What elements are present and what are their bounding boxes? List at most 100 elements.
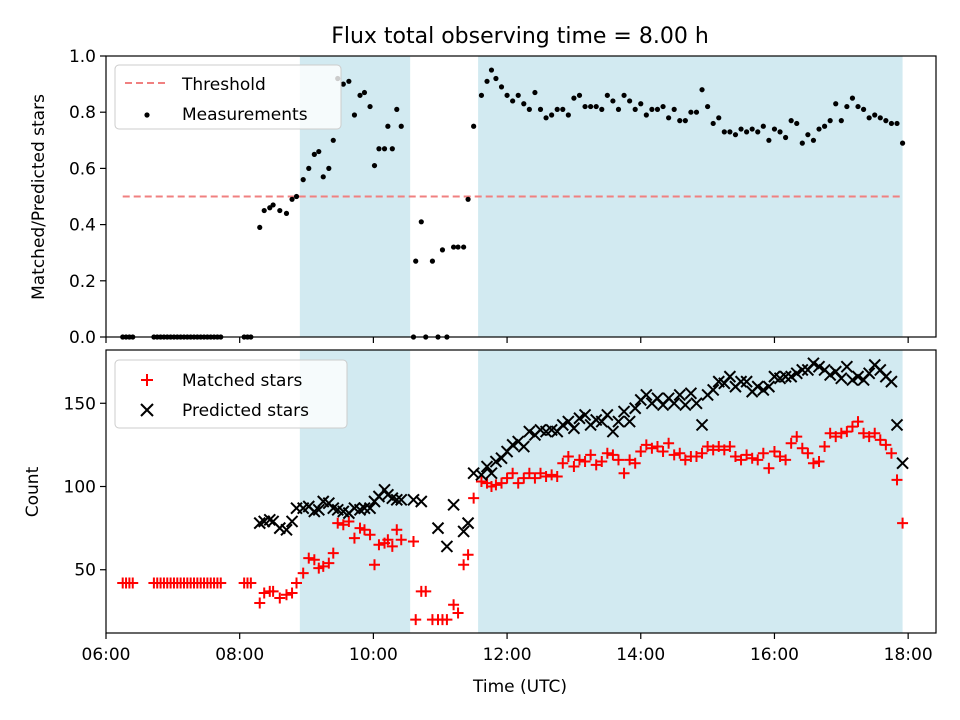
matched-star-point: [618, 467, 630, 479]
predicted-star-point: [617, 405, 631, 418]
matched-star-point: [245, 577, 257, 589]
matched-star-point: [468, 492, 480, 504]
measurement-point: [716, 115, 722, 121]
matched-star-point: [824, 427, 836, 439]
matched-star-point: [835, 427, 847, 439]
predicted-star-point: [358, 501, 371, 515]
matched-star-point: [846, 421, 858, 433]
matched-star-point: [501, 472, 513, 484]
matched-star-point: [774, 451, 786, 463]
measurement-point: [571, 95, 577, 101]
measurement-point: [671, 106, 677, 112]
matched-star-point: [640, 439, 652, 451]
predicted-star-point: [415, 495, 428, 508]
matched-star-point: [496, 477, 508, 489]
predicted-star-point: [567, 422, 581, 435]
legend-predicted-label: Predicted stars: [182, 401, 309, 421]
measurement-point: [693, 109, 700, 115]
predicted-star-point: [578, 408, 592, 422]
predicted-star-point: [395, 493, 408, 507]
measurement-point: [554, 106, 560, 112]
x-tick-label: 16:00: [750, 645, 799, 665]
measurement-point: [643, 112, 649, 118]
measurement-point: [782, 134, 789, 141]
matched-star-point: [735, 454, 747, 466]
top-y-tick-label: 0.0: [69, 328, 96, 348]
measurement-point: [340, 81, 346, 87]
predicted-star-point: [807, 357, 820, 370]
counts-layer: [117, 357, 909, 626]
predicted-star-point: [628, 402, 642, 415]
matched-star-point: [841, 426, 853, 438]
matched-star-point: [863, 431, 875, 443]
measurement-point: [549, 112, 555, 118]
predicted-star-point: [723, 370, 737, 383]
measurement-point: [833, 101, 839, 107]
measurement-point: [537, 106, 544, 112]
measurement-point: [615, 106, 622, 112]
predicted-star-point: [263, 513, 276, 527]
measurement-point: [760, 123, 766, 129]
matched-star-point: [267, 585, 279, 597]
predicted-star-point: [475, 468, 488, 482]
measurement-point: [732, 132, 739, 138]
matched-star-point: [568, 461, 580, 473]
matched-star-point: [507, 467, 519, 479]
matched-star-point: [382, 534, 394, 546]
measurement-point: [654, 106, 661, 112]
matched-star-point: [780, 454, 792, 466]
predicted-star-point: [835, 372, 848, 385]
x-tick-label: 08:00: [215, 645, 264, 665]
measurement-point: [744, 129, 750, 135]
matched-star-point: [635, 446, 647, 458]
measurement-point: [471, 123, 477, 129]
measurement-point: [461, 244, 467, 250]
matched-star-point: [707, 444, 719, 456]
predicted-star-point: [784, 370, 798, 383]
matched-star-point: [585, 449, 597, 461]
measurement-point: [827, 118, 833, 124]
predicted-star-point: [312, 503, 325, 517]
measurement-point: [582, 103, 588, 110]
measurement-point: [320, 174, 326, 180]
predicted-star-point: [823, 368, 837, 382]
bottom-legend-box: [114, 359, 348, 429]
matched-star-point: [332, 517, 344, 529]
measurement-point: [361, 89, 368, 96]
measurement-point: [810, 137, 817, 143]
matched-star-point: [746, 452, 758, 464]
measurement-point: [621, 92, 627, 98]
matched-star-point: [546, 469, 558, 481]
matched-star-point: [791, 431, 803, 443]
legend-measurements-swatch: [144, 112, 150, 118]
predicted-star-point: [573, 412, 586, 425]
matched-star-point: [729, 451, 741, 463]
x-tick-label: 12:00: [483, 645, 532, 665]
measurement-point: [883, 118, 889, 124]
top-y-axis-label: Matched/Predicted stars: [29, 94, 49, 300]
measurement-point: [872, 112, 878, 118]
matched-star-point: [297, 567, 309, 579]
predicted-star-point: [447, 498, 460, 512]
top-plot-frame: [105, 55, 937, 338]
predicted-star-point: [390, 493, 403, 507]
matched-star-point: [891, 474, 903, 486]
matched-star-point: [364, 529, 376, 541]
measurement-point: [367, 103, 373, 110]
matched-star-point: [768, 446, 780, 458]
predicted-star-point: [667, 397, 681, 410]
matched-star-point: [512, 477, 524, 489]
predicted-star-point: [440, 540, 454, 553]
matched-star-point: [280, 589, 292, 601]
predicted-star-point: [517, 440, 530, 453]
matched-star-point: [601, 447, 613, 459]
matched-star-point: [274, 592, 286, 604]
predicted-star-point: [480, 460, 494, 473]
matched-star-point: [679, 454, 691, 466]
matched-star-point: [607, 449, 619, 461]
bottom-y-tick-label: 50: [74, 561, 96, 581]
measurement-point: [261, 207, 267, 214]
matched-star-point: [523, 467, 535, 479]
bottom-legend: Matched stars Predicted stars: [114, 359, 348, 429]
